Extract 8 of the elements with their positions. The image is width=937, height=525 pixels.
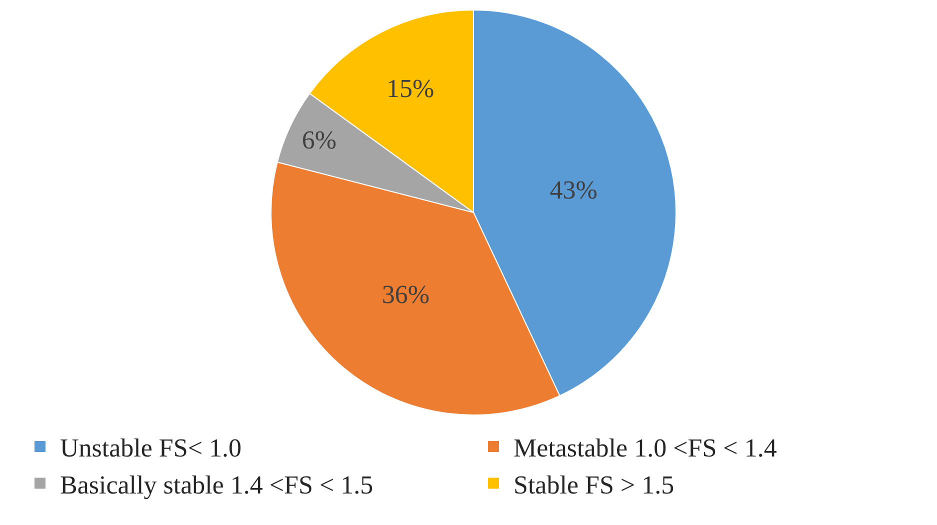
data-label: 6% [302,125,337,154]
legend-label: Metastable 1.0 <FS < 1.4 [514,434,777,463]
data-label: 15% [386,74,434,103]
data-label: 36% [382,280,430,309]
legend-label: Basically stable 1.4 <FS < 1.5 [60,470,374,500]
data-label: 43% [550,176,598,205]
legend-label: Stable FS > 1.5 [514,470,674,500]
legend-label: Unstable FS< 1.0 [60,434,242,463]
